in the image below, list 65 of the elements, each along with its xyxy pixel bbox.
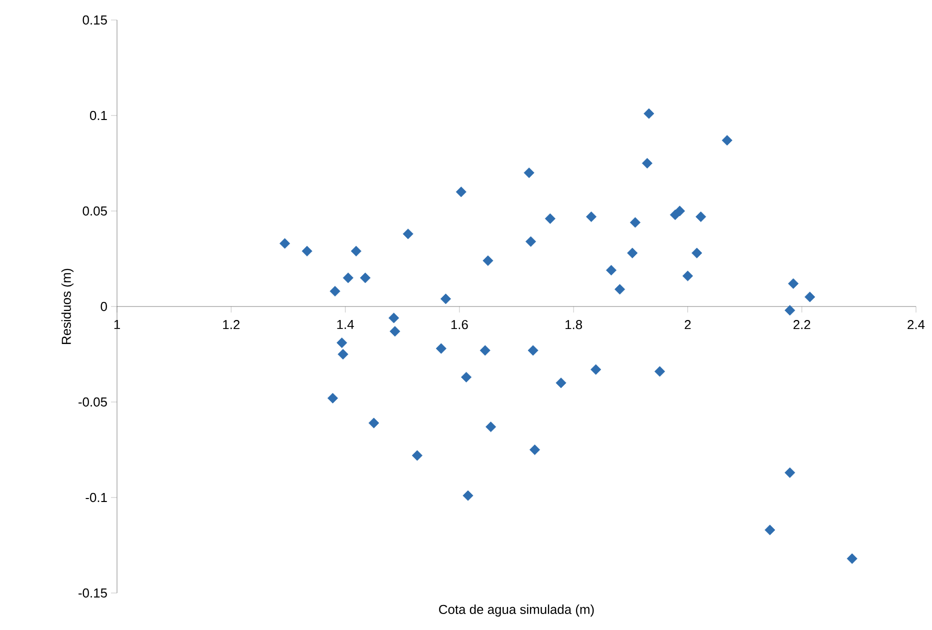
point xyxy=(556,378,566,388)
point xyxy=(350,246,362,256)
point xyxy=(644,108,654,119)
point xyxy=(327,392,338,404)
point xyxy=(529,444,540,456)
point xyxy=(524,168,534,178)
point xyxy=(456,186,466,198)
point xyxy=(627,248,638,258)
point xyxy=(614,284,626,295)
point xyxy=(696,211,706,222)
point xyxy=(784,467,796,478)
point xyxy=(674,206,686,216)
point xyxy=(390,326,400,337)
point xyxy=(846,553,858,564)
point xyxy=(642,158,652,169)
y-tick-label: 0.15 xyxy=(82,15,107,25)
x-tick-label: 1.2 xyxy=(223,320,240,330)
point xyxy=(368,418,380,428)
y-axis-title: Residuos (m) xyxy=(61,268,74,344)
y-tick-label: -0.05 xyxy=(78,397,107,407)
y-tick-label: 0 xyxy=(100,302,107,312)
y-tick-label: -0.1 xyxy=(86,492,107,502)
point xyxy=(338,348,348,360)
x-tick-label: 2.4 xyxy=(908,320,925,330)
point xyxy=(388,312,400,324)
point xyxy=(402,228,414,240)
point xyxy=(722,135,732,146)
point xyxy=(525,236,536,247)
point xyxy=(784,305,796,316)
point xyxy=(460,372,472,382)
y-tick-label: 0.1 xyxy=(90,110,107,120)
point xyxy=(682,270,694,282)
point xyxy=(804,292,816,302)
point xyxy=(692,248,702,258)
point xyxy=(412,450,422,461)
y-tick-label: -0.15 xyxy=(78,588,107,598)
point xyxy=(440,294,452,304)
x-tick-label: 2.2 xyxy=(794,320,810,330)
point xyxy=(590,364,602,375)
x-tick-label: 1.6 xyxy=(451,320,468,330)
y-tick-label: 0.05 xyxy=(82,206,107,216)
point xyxy=(342,272,354,284)
point xyxy=(330,286,340,297)
point xyxy=(480,345,490,356)
point xyxy=(302,246,312,256)
x-axis-title: Cota de agua simulada (m) xyxy=(439,604,594,617)
point xyxy=(436,343,446,354)
point xyxy=(486,422,496,432)
x-tick-label: 1.4 xyxy=(337,320,354,329)
point xyxy=(462,490,474,501)
point xyxy=(280,238,290,249)
point xyxy=(482,255,494,266)
point xyxy=(336,337,348,348)
point xyxy=(606,264,617,276)
point xyxy=(764,524,776,536)
point xyxy=(360,272,371,284)
point xyxy=(544,213,556,224)
point xyxy=(586,211,597,222)
x-tick-label: 1.8 xyxy=(566,320,582,330)
point xyxy=(528,345,538,356)
point xyxy=(654,366,666,377)
x-tick-label: 1 xyxy=(114,320,120,329)
point xyxy=(788,278,799,289)
x-tick-label: 2 xyxy=(684,320,691,330)
point xyxy=(630,217,641,228)
